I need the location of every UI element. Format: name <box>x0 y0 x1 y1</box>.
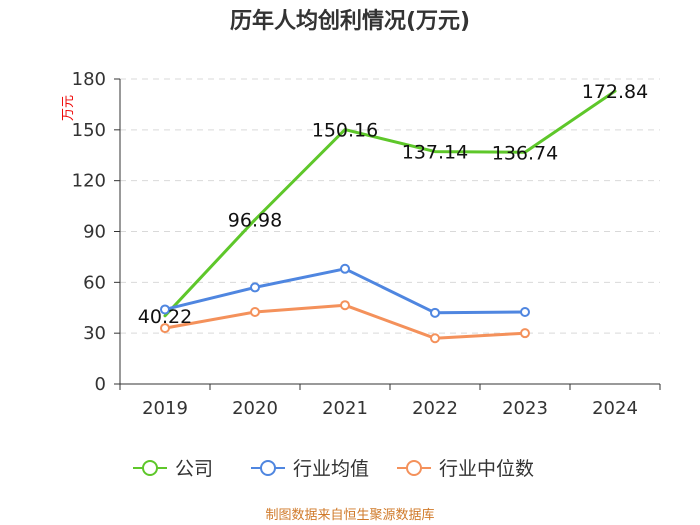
y-axis-tick-label: 0 <box>95 374 106 395</box>
series-point-1 <box>340 263 350 274</box>
x-axis-tick-label: 2023 <box>502 398 548 419</box>
series-point-1 <box>430 307 440 318</box>
x-axis-tick-label: 2019 <box>142 398 188 419</box>
data-source-note: 制图数据来自恒生聚源数据库 <box>265 507 434 523</box>
data-label: 136.74 <box>492 142 558 164</box>
series-point-2 <box>160 323 170 334</box>
series-point-2 <box>250 306 260 317</box>
y-axis-tick-label: 180 <box>72 69 106 90</box>
series-point-2 <box>520 328 530 339</box>
y-axis-tick-label: 90 <box>83 222 106 243</box>
y-axis-tick-label: 30 <box>83 323 106 344</box>
y-axis-tick-label: 60 <box>83 272 106 293</box>
series-point-1 <box>250 282 260 293</box>
data-labels: 40.22 96.98 150.16 137.14 136.74 172.84 <box>138 81 648 328</box>
legend: 公司 行业均值 行业中位数 <box>133 458 534 480</box>
chart-title: 历年人均创利情况(万元) <box>230 8 470 34</box>
legend-item-2[interactable]: 行业中位数 <box>397 458 534 480</box>
x-axis-tick-label: 2020 <box>232 398 278 419</box>
legend-item-0[interactable]: 公司 <box>133 458 213 480</box>
data-label: 96.98 <box>228 210 282 232</box>
legend-item-1[interactable]: 行业均值 <box>251 458 369 480</box>
legend-marker-icon <box>142 460 158 476</box>
grid-lines <box>120 78 660 334</box>
legend-label: 行业均值 <box>293 458 369 480</box>
series-line-0 <box>163 89 617 318</box>
x-axis-tick-label: 2022 <box>412 398 458 419</box>
legend-marker-icon <box>260 460 276 476</box>
x-axis-tick-label: 2021 <box>322 398 368 419</box>
legend-marker-icon <box>406 460 422 476</box>
y-axis-unit-label: 万元 <box>61 95 76 121</box>
x-axis-tick-label: 2024 <box>592 398 638 419</box>
axes: 0 30 60 90 120 150 180 2019 2020 2021 2022 2023 2024 <box>72 69 661 419</box>
data-label: 150.16 <box>312 120 378 142</box>
y-axis-tick-label: 120 <box>72 171 106 192</box>
data-label: 172.84 <box>582 81 648 103</box>
series-point-2 <box>340 300 350 311</box>
data-label: 40.22 <box>138 306 192 328</box>
series-lines <box>160 89 617 344</box>
legend-label: 公司 <box>175 458 213 480</box>
series-point-1 <box>160 304 170 315</box>
series-point-2 <box>430 333 440 344</box>
legend-label: 行业中位数 <box>439 458 534 480</box>
y-axis-tick-label: 150 <box>72 120 106 141</box>
data-label: 137.14 <box>402 142 468 164</box>
series-point-1 <box>520 306 530 317</box>
